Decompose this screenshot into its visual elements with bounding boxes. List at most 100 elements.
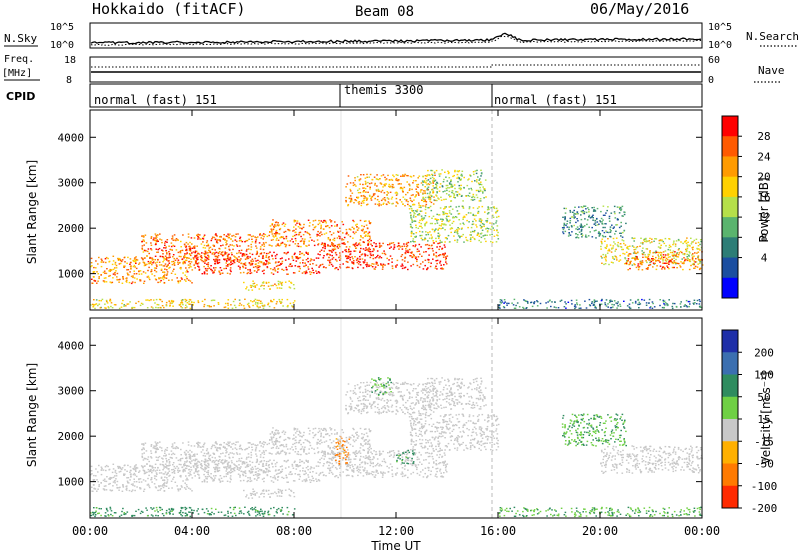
data-pixel — [187, 441, 190, 443]
colorbar-segment — [722, 257, 738, 279]
data-pixel — [424, 215, 427, 217]
data-pixel — [448, 210, 451, 212]
data-pixel — [364, 183, 367, 185]
data-pixel — [364, 249, 367, 251]
data-pixel — [699, 259, 702, 261]
data-pixel — [263, 269, 265, 271]
data-pixel — [97, 488, 99, 490]
data-pixel — [480, 183, 483, 186]
data-pixel — [691, 241, 693, 243]
data-pixel — [605, 230, 607, 232]
data-pixel — [338, 244, 340, 246]
data-pixel — [618, 212, 621, 214]
data-pixel — [197, 473, 199, 475]
data-pixel — [356, 176, 359, 178]
data-pixel — [267, 285, 270, 287]
data-pixel — [214, 249, 216, 251]
data-pixel — [437, 232, 440, 234]
data-pixel — [331, 244, 334, 247]
data-pixel — [442, 223, 444, 225]
data-pixel — [182, 480, 184, 482]
data-pixel — [632, 252, 635, 254]
data-pixel — [405, 193, 407, 196]
data-pixel — [681, 251, 683, 254]
data-pixel — [215, 267, 217, 269]
data-pixel — [303, 240, 305, 242]
data-pixel — [586, 223, 588, 226]
data-pixel — [189, 488, 192, 490]
data-pixel — [328, 264, 331, 266]
data-pixel — [303, 243, 305, 245]
data-pixel — [610, 230, 612, 232]
data-pixel — [470, 212, 472, 214]
data-pixel — [146, 458, 149, 461]
data-pixel — [282, 477, 285, 479]
data-pixel — [435, 228, 437, 230]
data-pixel — [428, 215, 431, 218]
data-pixel — [608, 217, 611, 220]
data-pixel — [433, 177, 435, 180]
data-pixel — [431, 228, 434, 230]
data-pixel — [133, 270, 135, 272]
data-pixel — [291, 305, 293, 307]
data-pixel — [256, 265, 259, 267]
data-pixel — [682, 253, 684, 255]
data-pixel — [250, 286, 252, 288]
data-pixel — [680, 241, 682, 243]
data-pixel — [111, 471, 114, 474]
data-pixel — [416, 214, 419, 216]
data-pixel — [389, 191, 392, 193]
data-pixel — [375, 261, 378, 263]
data-pixel — [268, 281, 270, 284]
data-pixel — [578, 231, 581, 233]
data-pixel — [353, 232, 356, 235]
data-pixel — [617, 245, 620, 248]
data-pixel — [482, 192, 484, 194]
data-pixel — [580, 230, 583, 232]
data-pixel — [400, 201, 403, 203]
data-pixel — [362, 228, 364, 230]
data-pixel — [108, 261, 110, 263]
data-pixel — [496, 209, 499, 212]
data-pixel — [426, 183, 428, 186]
data-pixel — [262, 446, 264, 448]
data-pixel — [194, 250, 197, 252]
data-pixel — [142, 239, 145, 241]
data-pixel — [156, 234, 159, 236]
data-pixel — [223, 442, 225, 444]
data-pixel — [565, 303, 567, 305]
data-pixel — [267, 465, 270, 467]
data-pixel — [582, 212, 585, 214]
data-pixel — [384, 199, 386, 201]
data-pixel — [469, 240, 472, 242]
data-pixel — [696, 299, 699, 302]
data-pixel — [426, 268, 428, 271]
data-pixel — [337, 230, 339, 233]
data-pixel — [118, 307, 121, 310]
data-pixel — [143, 240, 145, 242]
data-pixel — [245, 240, 247, 242]
data-pixel — [261, 244, 263, 246]
colorbar-segment — [722, 136, 738, 157]
data-pixel — [176, 257, 178, 260]
data-pixel — [222, 237, 225, 240]
data-pixel — [683, 261, 685, 263]
data-pixel — [234, 467, 236, 469]
data-pixel — [579, 225, 581, 227]
data-pixel — [91, 490, 93, 492]
data-pixel — [629, 253, 632, 255]
data-pixel — [447, 215, 450, 217]
data-pixel — [652, 252, 654, 254]
data-pixel — [275, 261, 277, 263]
data-pixel — [239, 480, 242, 482]
data-pixel — [349, 190, 352, 192]
data-pixel — [93, 299, 95, 301]
beam-title: Beam 08 — [355, 4, 414, 20]
data-pixel — [428, 207, 431, 209]
data-pixel — [235, 465, 237, 467]
data-pixel — [259, 265, 261, 268]
y-tick-label: 1000 — [58, 268, 85, 281]
data-pixel — [578, 307, 581, 309]
data-pixel — [592, 214, 594, 216]
data-pixel — [274, 234, 277, 236]
